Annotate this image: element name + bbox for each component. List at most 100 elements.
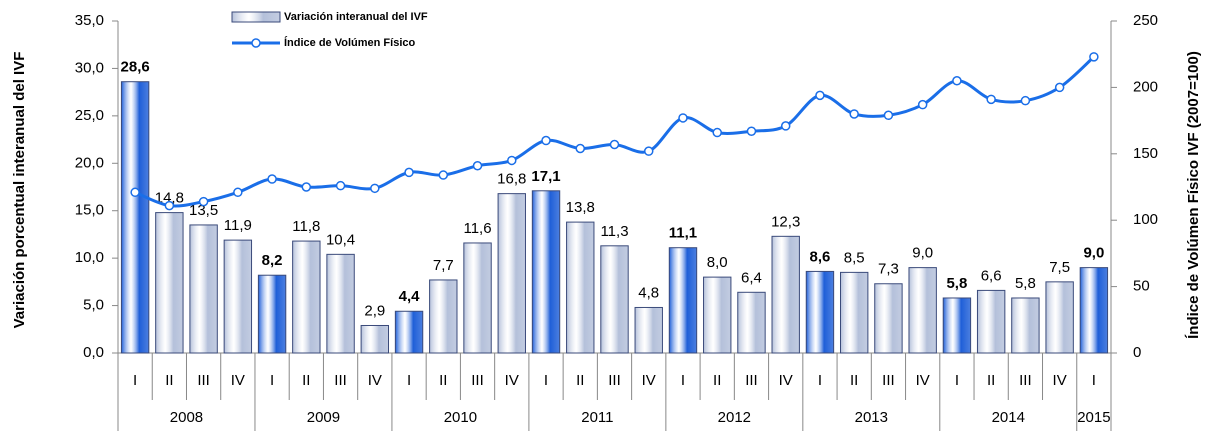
legend-marker	[251, 38, 261, 48]
data-label: 5,8	[946, 275, 967, 292]
x-tick-label: II	[165, 372, 173, 389]
bar	[223, 239, 253, 354]
data-label: 7,3	[878, 261, 899, 278]
x-tick-label: III	[334, 372, 347, 389]
x-tick-label: I	[818, 372, 822, 389]
line-marker	[746, 126, 757, 136]
data-label: 11,3	[600, 223, 628, 240]
legend-label: Variación interanual del IVF	[284, 11, 428, 23]
x-tick-label: II	[987, 372, 995, 389]
x-tick-label: I	[1092, 372, 1096, 389]
x-tick-label: IV	[231, 372, 245, 389]
bar	[497, 193, 526, 354]
bar	[531, 190, 561, 354]
data-label: 8,6	[810, 248, 831, 265]
x-tick-label: I	[133, 372, 137, 389]
x-tick-label: I	[544, 372, 548, 389]
y-axis-title: Variación porcentual interanual del IVF	[11, 52, 28, 329]
legend-swatch	[231, 11, 281, 23]
x-tick-label: IV	[916, 372, 930, 389]
y-tick-label: 5,0	[83, 297, 104, 314]
x-tick-label: I	[955, 372, 959, 389]
bar	[600, 245, 629, 354]
x-tick-label: III	[197, 372, 210, 389]
year-label: 2014	[992, 409, 1025, 426]
line-marker	[335, 180, 346, 191]
line-marker	[780, 121, 791, 131]
y2-tick-label: 200	[1133, 78, 1158, 95]
bar	[668, 247, 698, 354]
y2-tick-label: 50	[1133, 278, 1150, 295]
line-marker	[849, 109, 859, 119]
line-marker	[233, 187, 243, 198]
y-tick-label: 25,0	[75, 107, 104, 124]
bar	[189, 224, 218, 354]
data-label: 9,0	[912, 245, 933, 262]
line-marker	[301, 182, 312, 192]
data-label: 6,4	[741, 269, 762, 286]
bar	[908, 267, 937, 354]
bar	[771, 235, 800, 354]
bar	[805, 270, 835, 354]
line	[134, 55, 1095, 208]
bar	[257, 274, 287, 354]
line-marker	[541, 135, 551, 146]
data-label: 8,5	[844, 249, 865, 266]
line-marker	[507, 155, 517, 166]
year-label: 2013	[855, 409, 888, 426]
x-tick-label: III	[882, 372, 895, 389]
bar	[566, 221, 595, 354]
line-marker	[130, 187, 140, 198]
bar	[703, 276, 732, 354]
x-tick-label: II	[576, 372, 584, 389]
x-tick-label: IV	[368, 372, 382, 389]
bar	[874, 283, 903, 354]
bar	[155, 212, 184, 354]
data-label: 12,3	[771, 213, 800, 230]
x-tick-label: I	[407, 372, 411, 389]
x-tick-label: I	[270, 372, 274, 389]
data-label: 2,9	[364, 302, 385, 319]
line-marker	[712, 127, 722, 138]
data-label: 7,5	[1049, 259, 1070, 276]
year-label: 2009	[307, 409, 340, 426]
y2-tick-label: 250	[1133, 12, 1158, 29]
data-label: 4,8	[638, 284, 659, 301]
bar	[120, 81, 150, 354]
x-tick-label: IV	[779, 372, 793, 389]
bar	[463, 242, 492, 354]
x-tick-label: I	[681, 372, 685, 389]
bar	[292, 240, 321, 354]
y-tick-label: 10,0	[75, 249, 104, 266]
data-label: 5,8	[1015, 275, 1036, 292]
y2-tick-label: 100	[1133, 211, 1158, 228]
bar	[1045, 281, 1074, 354]
data-label: 11,6	[463, 220, 491, 237]
y2-tick-label: 150	[1133, 145, 1158, 162]
line-marker	[883, 110, 894, 121]
data-label: 11,1	[669, 225, 697, 242]
legend-label: Índice de Volúmen Físico	[284, 36, 415, 49]
line-marker	[1089, 52, 1099, 62]
y2-tick-label: 0	[1133, 344, 1141, 361]
data-label: 28,6	[121, 59, 150, 76]
line-marker	[1020, 95, 1031, 106]
data-label: 9,0	[1083, 245, 1104, 262]
bar	[429, 279, 458, 354]
y-tick-label: 15,0	[75, 202, 104, 219]
x-tick-label: IV	[505, 372, 519, 389]
data-label: 17,1	[531, 168, 560, 185]
line-marker	[575, 143, 586, 154]
year-label: 2015	[1077, 409, 1110, 426]
line-marker	[472, 161, 483, 171]
x-tick-label: III	[1019, 372, 1032, 389]
x-tick-label: II	[439, 372, 447, 389]
bar	[634, 306, 663, 354]
y-tick-label: 20,0	[75, 154, 104, 171]
y-tick-label: 30,0	[75, 59, 104, 76]
line-marker	[815, 90, 825, 101]
x-tick-label: II	[713, 372, 721, 389]
bar	[976, 289, 1006, 354]
line-marker	[198, 196, 209, 207]
x-tick-label: IV	[1053, 372, 1067, 389]
